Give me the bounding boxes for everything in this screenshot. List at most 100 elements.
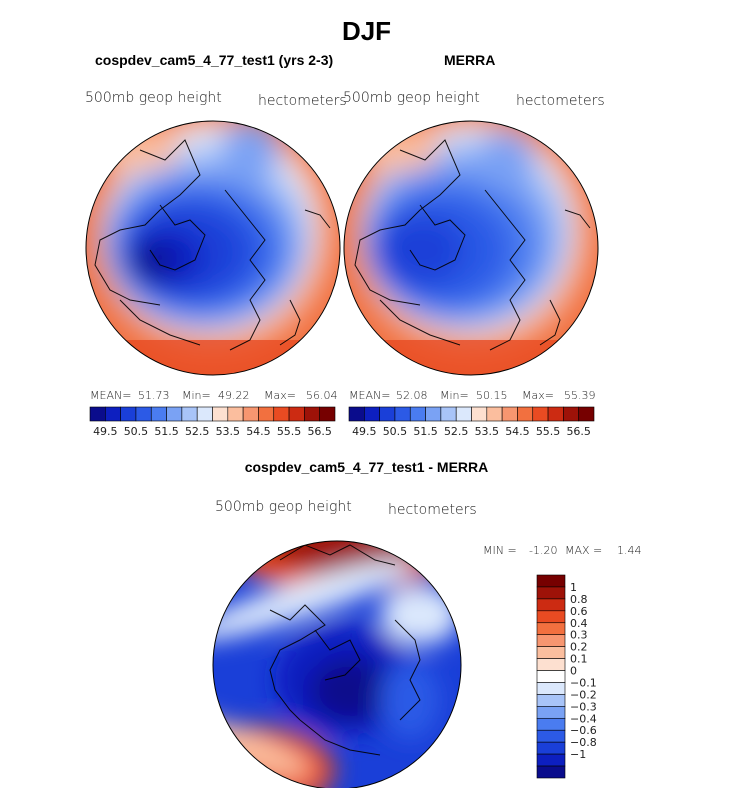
obs-colorbar-tick-label: 54.5 [505,425,530,438]
obs-colorbar-swatch [517,406,534,422]
obs-colorbar: 49.5 50.5 51.5 52.5 53.5 54.5 55.5 56.5 [348,406,595,438]
diff-colorbar-swatch [536,753,566,767]
obs-colorbar-swatch [348,406,365,422]
model-colorbar-swatch [166,406,183,422]
diff-colorbar-tick-label: −0.3 [570,700,597,713]
model-colorbar-tick-label: 56.5 [307,425,332,438]
diff-colorbar-swatch [536,670,566,683]
obs-max-value: 55.39 [564,389,596,402]
model-colorbar-swatch [227,406,244,422]
obs-mean-label: MEAN= [349,389,391,402]
model-colorbar: 49.5 50.5 51.5 52.5 53.5 54.5 55.5 56.5 [89,406,336,438]
model-colorbar-swatch [135,406,152,422]
obs-colorbar-tick-label: 55.5 [536,425,561,438]
model-colorbar-swatch [105,406,121,422]
obs-colorbar-tick-label: 50.5 [383,425,408,438]
model-colorbar-swatch [212,406,229,422]
model-panel-title: cospdev_cam5_4_77_test1 (yrs 2-3) [95,52,334,68]
obs-units-label: hectometers [516,93,605,109]
diff-colorbar-tick-label: 0.6 [570,605,588,618]
model-colorbar-swatch [150,406,167,422]
model-colorbar-swatch [288,406,305,422]
diff-variable-label: 500mb geop height [215,499,352,515]
obs-colorbar-swatch [440,406,457,422]
diff-colorbar-tick-label: 0.2 [570,641,588,654]
model-colorbar-swatch [319,406,336,422]
diff-colorbar-tick-label: 0.1 [570,653,588,666]
model-mean-value: 51.73 [138,389,170,402]
model-variable-label: 500mb geop height [85,90,222,106]
model-colorbar-swatch [273,406,290,422]
model-colorbar-tick-label: 49.5 [93,425,118,438]
model-colorbar-tick-label: 50.5 [124,425,149,438]
model-colorbar-tick-label: 52.5 [185,425,210,438]
obs-colorbar-swatch [532,406,549,422]
diff-colorbar-swatch [536,729,566,743]
diff-colorbar-swatch [536,706,566,719]
obs-colorbar-swatch [379,406,396,422]
diff-colorbar-tick-label: 0 [570,665,577,678]
diff-colorbar-swatch [536,622,566,636]
diff-polar-map [212,540,462,788]
obs-colorbar-swatch [563,406,579,422]
obs-min-value: 50.15 [476,389,508,402]
diff-colorbar-tick-label: −0.1 [570,676,597,689]
model-colorbar-tick-label: 51.5 [154,425,179,438]
obs-panel-title: MERRA [444,52,496,68]
diff-colorbar-tick-label: 0.3 [570,629,588,642]
model-colorbar-tick-label: 53.5 [216,425,241,438]
diff-colorbar-swatch [536,598,566,612]
obs-polar-map [343,120,599,376]
diff-colorbar-tick-label: −0.6 [570,724,597,737]
obs-colorbar-swatch [547,406,564,422]
diff-colorbar-tick-label: −0.4 [570,712,597,725]
diff-colorbar: 10.80.60.40.30.20.10−0.1−0.2−0.3−0.4−0.6… [536,574,597,779]
model-mean-label: MEAN= [90,389,132,402]
model-colorbar-swatch [242,406,259,422]
diff-min-label: MIN = [483,544,517,557]
model-colorbar-swatch [89,406,106,422]
obs-mean-value: 52.08 [396,389,428,402]
model-min-label: Min= [182,389,211,402]
obs-min-label: Min= [440,389,469,402]
model-colorbar-tick-label: 55.5 [277,425,302,438]
diff-colorbar-swatch [536,682,566,695]
obs-colorbar-tick-label: 52.5 [444,425,469,438]
obs-colorbar-swatch [409,406,426,422]
obs-colorbar-tick-label: 53.5 [475,425,500,438]
model-units-label: hectometers [258,93,347,109]
diff-units-label: hectometers [388,502,477,518]
obs-colorbar-tick-label: 49.5 [352,425,377,438]
obs-colorbar-swatch [486,406,503,422]
diff-panel-title: cospdev_cam5_4_77_test1 - MERRA [244,459,489,475]
model-min-value: 49.22 [218,389,250,402]
model-colorbar-swatch [196,406,213,422]
diff-colorbar-tick-label: 0.8 [570,593,588,606]
model-colorbar-tick-label: 54.5 [246,425,271,438]
diff-max-label: MAX = [565,544,603,557]
model-colorbar-swatch [304,406,320,422]
diff-min-value: -1.20 [529,544,558,557]
model-colorbar-swatch [120,406,137,422]
model-colorbar-swatch [181,406,198,422]
diff-colorbar-swatch [536,765,566,779]
obs-max-label: Max= [522,389,554,402]
obs-colorbar-swatch [455,406,472,422]
diff-colorbar-tick-label: −0.8 [570,736,597,749]
diff-colorbar-swatch [536,717,566,731]
diff-max-value: 1.44 [617,544,642,557]
obs-colorbar-swatch [425,406,442,422]
obs-variable-label: 500mb geop height [343,90,480,106]
diff-colorbar-swatch [536,634,566,647]
model-polar-map [85,120,341,376]
diff-colorbar-swatch [536,646,566,659]
obs-colorbar-swatch [471,406,488,422]
diff-colorbar-tick-label: 1 [570,581,577,594]
diff-colorbar-swatch [536,741,566,755]
model-max-value: 56.04 [306,389,338,402]
obs-colorbar-tick-label: 56.5 [566,425,591,438]
obs-colorbar-swatch [364,406,380,422]
diff-colorbar-swatch [536,586,566,600]
model-colorbar-swatch [258,406,275,422]
